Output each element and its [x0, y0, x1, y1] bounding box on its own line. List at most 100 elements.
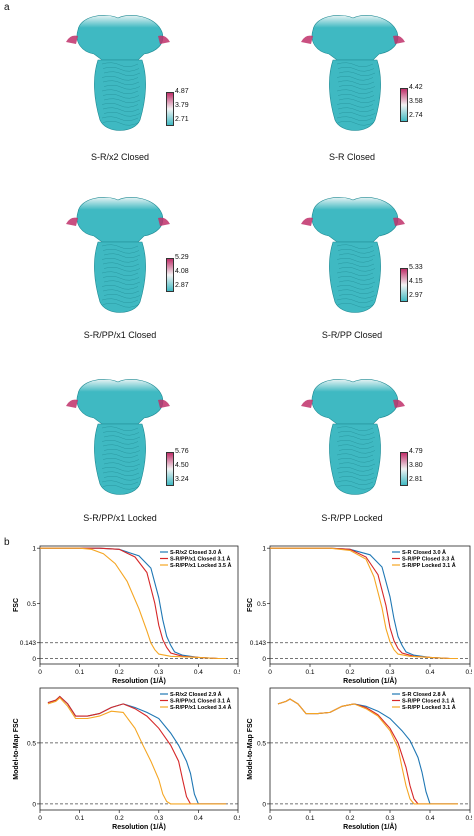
x-tick-label: 0.5	[465, 815, 472, 822]
y-axis-label: Model-to-Map FSC	[247, 718, 254, 779]
local-resolution-colorbar	[166, 452, 174, 486]
local-resolution-colorbar	[166, 258, 174, 292]
plot-frame	[269, 545, 471, 665]
x-tick-label: 0	[268, 669, 272, 676]
density-map-1	[66, 15, 170, 131]
legend-entry: S-R/PP/x1 Closed 3.1 Å	[170, 698, 231, 705]
density-map-2	[301, 15, 405, 131]
panel-b-label: b	[4, 537, 10, 548]
x-tick-label: 0.1	[305, 669, 314, 676]
colorbar-tick-label: 4.08	[175, 268, 189, 275]
plot-frame	[39, 545, 239, 665]
density-map-6	[301, 379, 405, 495]
local-resolution-colorbar	[400, 452, 408, 486]
x-tick-label: 0.4	[425, 669, 434, 676]
x-axis-label: Resolution (1/Å)	[343, 676, 397, 685]
map-caption: S-R/x2 Closed	[90, 152, 150, 162]
colorbar-tick-label: 2.81	[409, 476, 423, 483]
fsc-chart-2: 0 0.1 0.2 0.3 0.4 0.5 1 0.5 0.143 0 Resolution (1/…	[247, 545, 472, 685]
series-line	[270, 547, 458, 660]
x-tick-label: 0.1	[305, 815, 314, 822]
x-tick-label: 0.3	[154, 669, 163, 676]
legend-entry: S-R/PP/x1 Locked 3.4 Å	[170, 704, 231, 711]
legend-entry: S-R/PP Locked 3.1 Å	[402, 562, 456, 569]
series-line	[47, 695, 227, 805]
fsc-chart-1: 0 0.1 0.2 0.3 0.4 0.5 1 0.5 0.143 0 Resolution (1/…	[13, 545, 240, 685]
colorbar-tick-label: 4.15	[409, 278, 423, 285]
legend-entry: S-R/x2 Closed 2.9 Å	[170, 691, 222, 698]
legend-entry: S-R Closed 3.0 Å	[402, 549, 446, 556]
x-tick-label: 0.2	[345, 815, 354, 822]
colorbar-tick-label: 2.71	[175, 116, 189, 123]
density-map-3	[66, 197, 170, 313]
legend-entry: S-R/PP Locked 3.1 Å	[402, 704, 456, 711]
local-resolution-colorbar	[400, 268, 408, 302]
series-line	[47, 697, 227, 805]
y-tick-label: 1	[262, 546, 266, 553]
colorbar-tick-label: 3.24	[175, 476, 189, 483]
series-line	[277, 698, 458, 805]
series-line	[277, 698, 458, 805]
x-tick-label: 0	[38, 815, 42, 822]
series-line	[40, 547, 227, 660]
colorbar-tick-label: 3.79	[175, 102, 189, 109]
legend-entry: S-R/PP/x1 Locked 3.5 Å	[170, 562, 231, 569]
x-axis-label: Resolution (1/Å)	[112, 822, 166, 831]
colorbar-tick-label: 2.97	[409, 292, 423, 299]
colorbar-tick-label: 2.74	[409, 112, 423, 119]
plot-frame	[269, 687, 471, 811]
x-tick-label: 0.4	[194, 815, 203, 822]
plot-frame	[39, 687, 239, 811]
density-map-4	[301, 197, 405, 313]
map-caption: S-R/PP Locked	[321, 513, 383, 523]
y-tick-label: 1	[32, 546, 36, 553]
colorbar-tick-label: 3.80	[409, 462, 423, 469]
x-tick-label: 0.5	[233, 815, 240, 822]
panel-a-label: a	[4, 2, 10, 13]
map-caption: S-R Closed	[328, 152, 375, 162]
x-axis-label: Resolution (1/Å)	[112, 676, 166, 685]
y-tick-label: 0	[32, 801, 36, 808]
map-caption: S-R/PP Closed	[321, 330, 383, 340]
colorbar-tick-label: 4.87	[175, 88, 189, 95]
fsc-chart-3: 0 0.1 0.2 0.3 0.4 0.5 0.5 0 Resolution (1/Å) Mode…	[13, 687, 240, 831]
y-tick-label: 0.143	[20, 640, 37, 647]
y-axis-label: FSC	[247, 598, 254, 612]
y-tick-label: 0	[262, 801, 266, 808]
x-tick-label: 0.5	[233, 669, 240, 676]
x-tick-label: 0.2	[115, 815, 124, 822]
x-tick-label: 0.2	[115, 669, 124, 676]
y-tick-label: 0.5	[27, 601, 36, 608]
legend-entry: S-R/PP Closed 3.1 Å	[402, 698, 455, 705]
y-tick-label: 0.5	[27, 740, 36, 747]
colorbar-tick-label: 3.58	[409, 98, 423, 105]
local-resolution-colorbar	[400, 88, 408, 122]
legend-entry: S-R/PP/x1 Closed 3.1 Å	[170, 556, 231, 563]
x-tick-label: 0.5	[465, 669, 472, 676]
x-tick-label: 0.4	[194, 669, 203, 676]
x-tick-label: 0.4	[425, 815, 434, 822]
legend-entry: S-R Closed 2.8 Å	[402, 691, 446, 698]
x-tick-label: 0.2	[345, 669, 354, 676]
x-tick-label: 0.3	[385, 815, 394, 822]
series-line	[277, 698, 458, 805]
legend-entry: S-R/x2 Closed 3.0 Å	[170, 549, 222, 556]
x-tick-label: 0	[268, 815, 272, 822]
fsc-chart-4: 0 0.1 0.2 0.3 0.4 0.5 0.5 0 Resolution (1/Å) Mode…	[247, 687, 472, 831]
x-axis-label: Resolution (1/Å)	[343, 822, 397, 831]
x-tick-label: 0	[38, 669, 42, 676]
colorbar-tick-label: 4.50	[175, 462, 189, 469]
colorbar-tick-label: 4.42	[409, 84, 423, 91]
colorbar-tick-label: 5.76	[175, 448, 189, 455]
y-tick-label: 0.143	[250, 640, 267, 647]
colorbar-tick-label: 5.33	[409, 264, 423, 271]
x-tick-label: 0.3	[385, 669, 394, 676]
colorbar-tick-label: 4.79	[409, 448, 423, 455]
local-resolution-colorbar	[166, 92, 174, 126]
series-line	[47, 695, 227, 805]
y-tick-label: 0	[32, 656, 36, 663]
map-caption: S-R/PP/x1 Closed	[83, 330, 157, 340]
y-axis-label: FSC	[13, 598, 20, 612]
colorbar-tick-label: 5.29	[175, 254, 189, 261]
x-tick-label: 0.1	[75, 669, 84, 676]
